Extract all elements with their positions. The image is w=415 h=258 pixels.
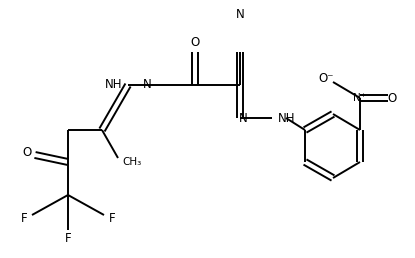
Text: O: O [387,92,397,104]
Text: NH: NH [105,78,122,92]
Text: F: F [109,212,115,224]
Text: NH: NH [278,111,295,125]
Text: N⁺: N⁺ [354,93,366,103]
Text: F: F [21,212,27,224]
Text: O: O [22,146,32,158]
Text: N: N [143,78,152,92]
Text: CH₃: CH₃ [122,157,142,167]
Text: F: F [65,231,71,245]
Text: O: O [190,36,200,49]
Text: O⁻: O⁻ [318,71,334,85]
Text: N: N [239,111,248,125]
Text: N: N [236,7,244,20]
